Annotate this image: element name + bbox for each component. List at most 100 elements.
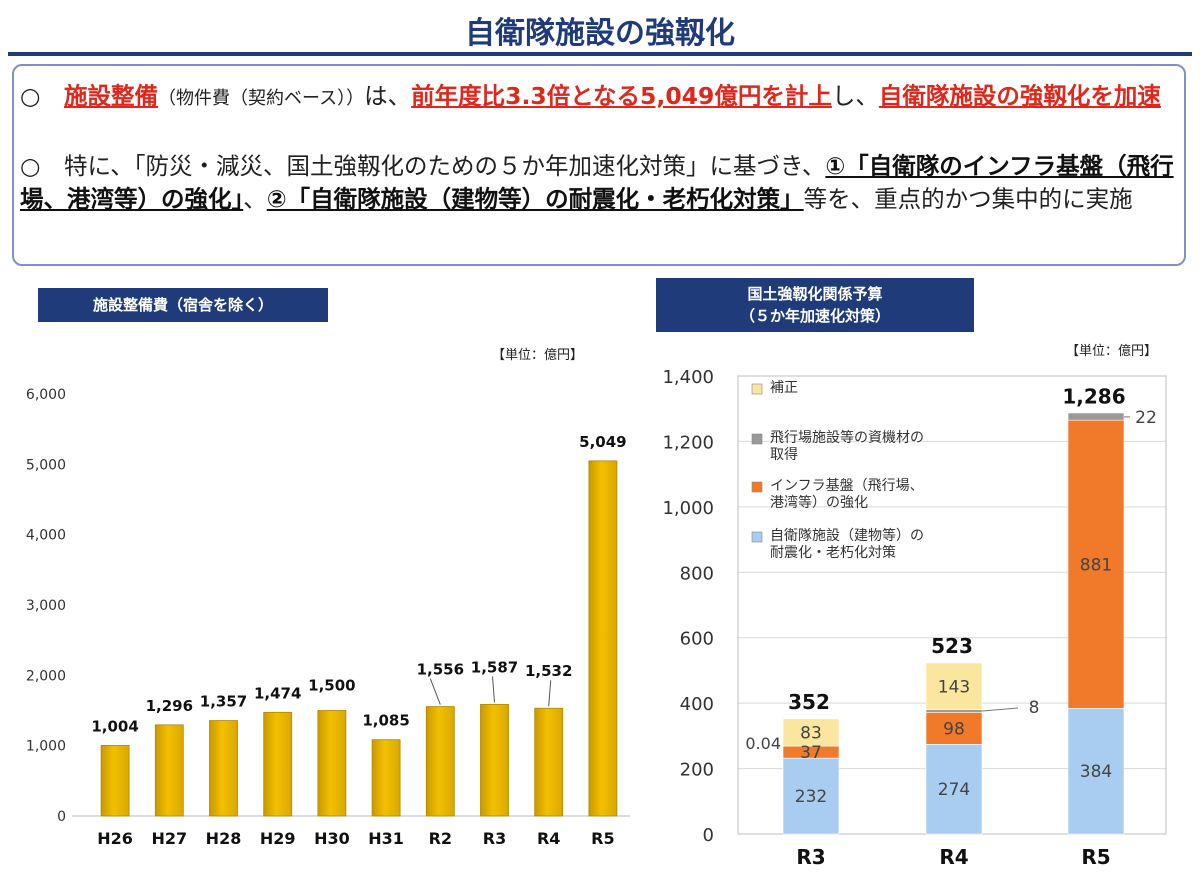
bar [100, 744, 130, 817]
segment-label: 98 [943, 719, 965, 739]
bar [154, 724, 184, 817]
y-tick-label: 6,000 [26, 387, 66, 403]
data-label: 1,587 [471, 658, 518, 676]
y-tick-label: 1,400 [662, 367, 714, 388]
y-tick-label: 1,000 [662, 498, 714, 519]
y-tick-label: 800 [680, 563, 714, 584]
bullet-marker: ○ [20, 152, 41, 180]
stack-segment [925, 744, 983, 835]
y-tick-label: 200 [680, 760, 714, 781]
y-tick-label: 0 [703, 825, 714, 846]
bar [534, 707, 564, 817]
legend-label: 自衛隊施設（建物等）の [770, 527, 924, 544]
leader-line [981, 707, 1019, 712]
segment-label: 232 [795, 787, 827, 807]
segment-label: 881 [1080, 555, 1112, 575]
leader-line [429, 678, 441, 705]
bullet-1-paren: （物件費（契約ベース）） [158, 88, 365, 109]
legend-label: 取得 [770, 446, 798, 463]
bullet-2-highlight-1: ①「自衛隊のインフラ基盤（飛行場、港湾等）の強化」 [20, 152, 1174, 213]
x-tick-label: R5 [1081, 845, 1110, 869]
right-chart-label: 国土強靱化関係予算 （５か年加速化対策） [656, 278, 974, 332]
right-unit-label: 【単位：億円】 [1066, 344, 1158, 359]
bullet-marker: ○ [20, 82, 41, 110]
y-tick-label: 400 [680, 694, 714, 715]
x-tick-label: R5 [591, 829, 614, 848]
legend-label: インフラ基盤（飛行場、 [770, 477, 924, 494]
leader-line [548, 680, 552, 707]
total-label: 1,286 [1062, 384, 1125, 408]
segment-label: 384 [1080, 762, 1112, 782]
bar [371, 739, 401, 817]
bullet-1-highlight-2: 自衛隊施設の強靱化を加速 [878, 82, 1161, 110]
data-label: 1,357 [200, 693, 247, 711]
data-label: 5,049 [579, 433, 626, 451]
leader-line [492, 676, 495, 703]
right-chart-label-line-2: （５か年加速化対策） [739, 307, 890, 325]
bullet-2-pre: 特に、「防災・減災、国土強靱化のための５か年加速化対策」に基づき、 [64, 152, 826, 180]
bullet-2-highlight-2: ②「自衛隊施設（建物等）の耐震化・老朽化対策」 [266, 185, 804, 213]
data-label: 1,474 [254, 684, 301, 702]
segment-label: 143 [938, 677, 970, 697]
segment-label: 274 [938, 780, 970, 800]
segment-label: 22 [1135, 408, 1157, 428]
segment-label: 83 [800, 723, 822, 743]
stack-segment [925, 709, 983, 713]
bullet-1: ○ 施設整備（物件費（契約ベース））は、前年度比3.3倍となる5,049億円を計上… [20, 80, 1170, 115]
right-chart-label-line-1: 国土強靱化関係予算 [747, 285, 883, 303]
x-tick-label: H27 [151, 829, 187, 848]
bullet-1-mid: は、 [364, 82, 412, 110]
y-tick-label: 600 [680, 629, 714, 650]
bullet-2-mid: 、 [243, 185, 267, 213]
total-label: 523 [931, 634, 973, 658]
bullet-1-highlight-1: 前年度比3.3倍となる5,049億円を計上 [411, 82, 832, 110]
stack-segment [782, 718, 840, 747]
x-tick-label: R2 [429, 829, 452, 848]
data-label: 1,532 [525, 662, 572, 680]
legend-swatch [751, 383, 763, 395]
y-tick-label: 5,000 [26, 457, 66, 473]
x-tick-label: H28 [206, 829, 242, 848]
data-label: 1,296 [146, 697, 193, 715]
bar [209, 720, 238, 817]
summary-box [12, 64, 1186, 266]
data-label: 1,004 [91, 717, 138, 735]
y-tick-label: 1,000 [26, 739, 66, 755]
bar [317, 710, 347, 817]
x-tick-label: R4 [939, 845, 968, 869]
y-tick-label: 1,200 [662, 432, 714, 453]
legend-label: 耐震化・老朽化対策 [770, 544, 896, 561]
x-tick-label: H30 [314, 829, 350, 848]
x-tick-label: R4 [537, 829, 560, 848]
bullet-1-head: 施設整備 [64, 82, 158, 110]
x-tick-label: H29 [260, 829, 296, 848]
left-unit-label: 【単位：億円】 [492, 348, 584, 363]
data-label: 1,500 [308, 677, 355, 695]
y-tick-label: 3,000 [26, 598, 66, 614]
stack-segment [782, 757, 840, 835]
bullet-1-mid-2: し、 [831, 82, 879, 110]
title-rule [8, 52, 1192, 56]
legend-swatch [751, 433, 763, 445]
bullet-2-post: 等を、重点的かつ集中的に実施 [803, 185, 1133, 213]
y-tick-label: 2,000 [26, 668, 66, 684]
segment-label: 0.04 [745, 734, 781, 753]
left-chart-label: 施設整備費（宿舎を除く） [38, 288, 328, 322]
left-bar-chart: 0 1,000 2,000 3,000 4,000 5,000 6,000 1,004 H26 1… [26, 387, 630, 848]
total-label: 352 [788, 690, 830, 714]
x-tick-label: H31 [368, 829, 404, 848]
legend-swatch [751, 481, 763, 493]
bullet-2: ○ 特に、「防災・減災、国土強靱化のための５か年加速化対策」に基づき、①「自衛隊の… [20, 150, 1180, 216]
stack-segment [925, 712, 983, 745]
stack-segment [1067, 419, 1125, 709]
y-tick-label: 4,000 [26, 528, 66, 544]
stack-segment [1067, 412, 1125, 421]
x-tick-label: R3 [796, 845, 825, 869]
legend-swatch [751, 531, 763, 543]
x-tick-label: H26 [97, 829, 133, 848]
page-title: 自衛隊施設の強靱化 [465, 16, 735, 51]
x-tick-label: R3 [483, 829, 506, 848]
segment-label: 8 [1029, 698, 1040, 718]
y-tick-label: 0 [57, 809, 66, 825]
